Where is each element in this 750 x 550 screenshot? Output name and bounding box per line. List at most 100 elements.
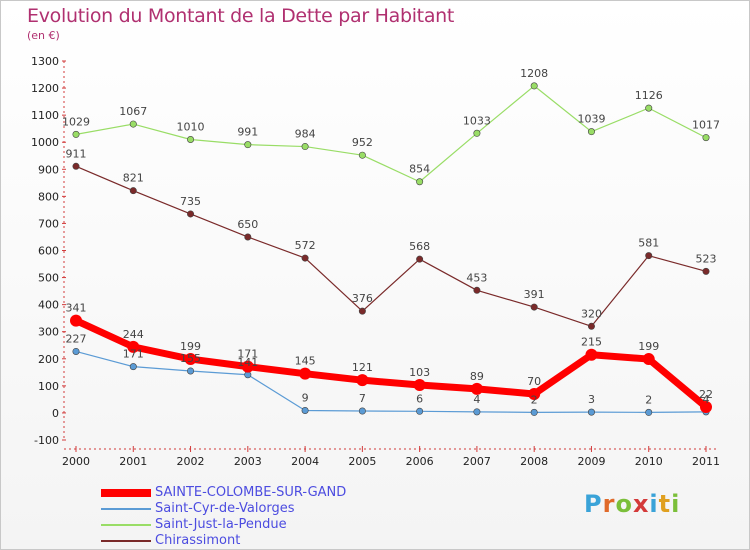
data-label: 6 bbox=[416, 392, 423, 405]
x-tick-label: 2002 bbox=[177, 455, 205, 468]
x-tick-label: 2008 bbox=[520, 455, 548, 468]
data-point bbox=[473, 286, 481, 294]
data-point bbox=[244, 233, 252, 241]
data-label: 911 bbox=[66, 147, 87, 160]
data-label: 70 bbox=[527, 375, 541, 388]
data-label: 1067 bbox=[119, 105, 147, 118]
data-point bbox=[244, 141, 252, 149]
data-point bbox=[358, 407, 366, 415]
y-tick-label: 300 bbox=[38, 326, 59, 339]
legend-swatch bbox=[101, 489, 151, 497]
data-point bbox=[473, 408, 481, 416]
data-label: 2 bbox=[645, 393, 652, 406]
data-label: 572 bbox=[295, 239, 316, 252]
data-point bbox=[70, 314, 82, 327]
data-point bbox=[72, 162, 80, 170]
data-label: 3 bbox=[588, 393, 595, 406]
data-point bbox=[416, 407, 424, 415]
data-label: 984 bbox=[295, 128, 316, 141]
data-point bbox=[184, 353, 197, 366]
y-tick-label: 1100 bbox=[31, 109, 59, 122]
data-point bbox=[473, 129, 481, 137]
y-tick-label: 900 bbox=[38, 163, 59, 176]
data-point bbox=[187, 210, 195, 218]
series-line bbox=[75, 85, 707, 183]
data-point bbox=[301, 406, 309, 414]
data-point bbox=[700, 400, 712, 413]
proxiti-logo: Proxiti bbox=[584, 490, 681, 518]
data-point bbox=[301, 143, 309, 151]
data-label: 523 bbox=[696, 252, 717, 265]
data-label: 1039 bbox=[577, 113, 605, 126]
x-tick-label: 2005 bbox=[348, 455, 376, 468]
data-point bbox=[530, 303, 538, 311]
data-point bbox=[645, 252, 653, 260]
data-point bbox=[702, 134, 710, 142]
data-point bbox=[127, 340, 140, 353]
data-point bbox=[645, 408, 653, 416]
data-point bbox=[299, 367, 312, 380]
data-point bbox=[129, 120, 137, 128]
chart-title: Evolution du Montant de la Dette par Hab… bbox=[27, 5, 455, 27]
data-label: 1010 bbox=[177, 121, 205, 134]
data-point bbox=[642, 353, 655, 366]
data-point bbox=[241, 360, 254, 373]
legend-label: Saint-Cyr-de-Valorges bbox=[155, 501, 295, 516]
data-label: 89 bbox=[470, 370, 484, 383]
data-point bbox=[187, 136, 195, 144]
data-point bbox=[587, 322, 595, 330]
data-label: 821 bbox=[123, 172, 144, 185]
x-tick-label: 2009 bbox=[577, 455, 605, 468]
legend-swatch bbox=[101, 540, 151, 542]
data-label: 103 bbox=[409, 366, 430, 379]
y-tick-label: 100 bbox=[38, 380, 59, 393]
data-label: 453 bbox=[466, 271, 487, 284]
data-point bbox=[528, 387, 541, 400]
legend-swatch bbox=[101, 508, 151, 510]
legend-label: Chirassimont bbox=[155, 533, 241, 548]
data-point bbox=[416, 255, 424, 263]
data-label: 581 bbox=[638, 237, 659, 250]
data-point bbox=[645, 104, 653, 112]
y-tick-label: 600 bbox=[38, 245, 59, 258]
data-label: 650 bbox=[237, 218, 258, 231]
y-tick-label: -100 bbox=[34, 434, 59, 447]
data-label: 1033 bbox=[463, 114, 491, 127]
data-label: 1017 bbox=[692, 119, 720, 132]
data-point bbox=[356, 374, 369, 387]
data-label: 22 bbox=[699, 388, 713, 401]
data-label: 735 bbox=[180, 195, 201, 208]
data-point bbox=[72, 347, 80, 355]
y-tick-label: 1000 bbox=[31, 136, 59, 149]
data-label: 2 bbox=[531, 393, 538, 406]
data-label: 145 bbox=[295, 355, 316, 368]
data-point bbox=[530, 82, 538, 90]
data-label: 4 bbox=[703, 393, 710, 406]
data-label: 141 bbox=[237, 356, 258, 369]
data-label: 568 bbox=[409, 240, 430, 253]
series-line bbox=[75, 350, 707, 413]
data-label: 376 bbox=[352, 292, 373, 305]
x-tick-label: 2010 bbox=[635, 455, 663, 468]
data-label: 171 bbox=[123, 348, 144, 361]
data-point bbox=[413, 379, 426, 392]
data-label: 244 bbox=[123, 328, 144, 341]
y-tick-label: 0 bbox=[52, 407, 59, 420]
data-label: 215 bbox=[581, 336, 602, 349]
data-label: 991 bbox=[237, 126, 258, 139]
x-tick-label: 2000 bbox=[62, 455, 90, 468]
data-point bbox=[702, 267, 710, 275]
x-tick-label: 2004 bbox=[291, 455, 319, 468]
data-label: 227 bbox=[66, 332, 87, 345]
data-label: 1029 bbox=[62, 115, 90, 128]
x-tick-label: 2001 bbox=[119, 455, 147, 468]
data-point bbox=[187, 367, 195, 375]
y-tick-label: 800 bbox=[38, 190, 59, 203]
x-tick-label: 2003 bbox=[234, 455, 262, 468]
data-label: 952 bbox=[352, 136, 373, 149]
data-label: 121 bbox=[352, 361, 373, 374]
data-point bbox=[587, 408, 595, 416]
data-label: 9 bbox=[302, 391, 309, 404]
data-label: 854 bbox=[409, 163, 430, 176]
data-point bbox=[587, 128, 595, 136]
